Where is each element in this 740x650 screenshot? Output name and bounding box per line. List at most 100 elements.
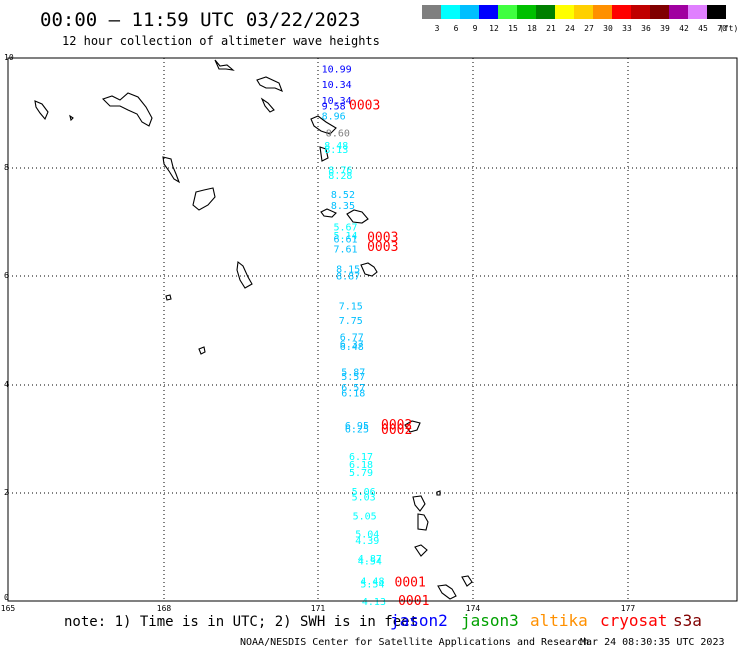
legend-bin-label: 30 [603, 24, 613, 33]
wave-height-value: 10.34 [322, 96, 352, 107]
island-outline [360, 262, 378, 277]
legend-bin-label: 18 [527, 24, 537, 33]
island-outline [461, 575, 473, 587]
legend-bin-label: 70 [717, 24, 727, 33]
island-outline [236, 260, 253, 289]
legend-unit-label: (ft) [719, 24, 738, 33]
lon-tick-label: 165 [1, 604, 16, 613]
legend-swatch [441, 5, 460, 19]
map-subtitle: 12 hour collection of altimeter wave hei… [62, 34, 380, 48]
wave-height-value: 6.57 [341, 383, 365, 394]
lon-tick-label: 174 [466, 604, 481, 613]
legend-swatch [574, 5, 593, 19]
pass-time-label: 0002 [381, 418, 412, 433]
pass-time-label: 0003 [367, 240, 398, 255]
island-outline [165, 294, 172, 301]
wave-height-value: 8.52 [331, 190, 355, 201]
legend-bin-label: 39 [660, 24, 670, 33]
island-outline [404, 420, 421, 433]
legend-swatch [498, 5, 517, 19]
legend-swatch [688, 5, 707, 19]
wave-height-value: 6.48 [340, 342, 364, 353]
wave-height-observations: 10.9910.3410.349.588.968.608.488.138.768… [322, 65, 386, 608]
longitude-axis: 165 168 171 174 177 [1, 604, 636, 613]
wave-height-value: 5.05 [353, 512, 377, 523]
wave-height-value: 5.79 [349, 468, 373, 479]
wave-height-value: 5.14 [334, 231, 358, 242]
map-title: 00:00 – 11:59 UTC 03/22/2023 [40, 9, 360, 31]
legend-swatch [669, 5, 688, 19]
wave-height-value: 4.13 [362, 597, 386, 608]
wave-height-value: 5.87 [341, 368, 365, 379]
legend-swatch [460, 5, 479, 19]
island-outline [320, 208, 337, 218]
legend-swatch [631, 5, 650, 19]
wave-height-value: 8.48 [324, 141, 348, 152]
island-outline [69, 114, 74, 122]
legend-bin-label: 6 [454, 24, 459, 33]
wave-height-value: 8.15 [336, 265, 360, 276]
lon-tick-label: 171 [311, 604, 326, 613]
legend-bin-label: 15 [508, 24, 518, 33]
legend-bin-label: 33 [622, 24, 632, 33]
lat-tick-label: 10 [4, 53, 14, 62]
wave-height-value: 4.54 [358, 557, 382, 568]
wave-height-value: 8.87 [336, 272, 360, 283]
wave-height-value: 5.06 [352, 487, 376, 498]
legend-swatch [555, 5, 574, 19]
legend-bin-label: 27 [584, 24, 594, 33]
wave-height-value: 4.48 [360, 577, 384, 588]
lon-tick-label: 177 [621, 604, 636, 613]
satellite-label-jason3: jason3 [461, 611, 519, 630]
pass-time-label: 0002 [381, 423, 412, 438]
satellite-legend: jason2 jason3 altika cryosat s3a [390, 611, 702, 630]
legend-swatch [612, 5, 631, 19]
satellite-label-cryosat: cryosat [600, 611, 667, 630]
wave-height-value: 7.15 [339, 301, 363, 312]
legend-swatch [650, 5, 669, 19]
island-coastlines [34, 59, 473, 600]
island-outline [412, 495, 426, 512]
wave-height-value: 5.67 [334, 223, 358, 234]
color-legend: 3 6 9 12 15 18 21 24 27 30 33 36 39 42 45 70(ft) [422, 5, 738, 33]
wave-height-value: 10.99 [322, 65, 352, 76]
lon-tick-label: 168 [157, 604, 172, 613]
island-outline [198, 346, 206, 355]
footer-note: note: 1) Time is in UTC; 2) SWH is in fe… [64, 614, 418, 630]
satellite-label-s3a: s3a [673, 611, 702, 630]
wave-height-value: 6.18 [349, 460, 373, 471]
island-outline [192, 187, 216, 211]
map-background [8, 58, 737, 601]
legend-bin-label: 21 [546, 24, 556, 33]
island-outline [162, 156, 181, 184]
pass-time-label: 0003 [367, 231, 398, 246]
wave-height-value: 6.25 [345, 425, 369, 436]
legend-bin-label: 9 [473, 24, 478, 33]
satellite-label-jason2: jason2 [390, 611, 448, 630]
island-outline [214, 59, 235, 71]
legend-bin-label: 3 [435, 24, 440, 33]
island-outline [436, 490, 441, 496]
wave-height-value: 5.03 [352, 493, 376, 504]
lat-tick-label: 2 [4, 488, 9, 497]
wave-height-value: 6.37 [340, 339, 364, 350]
legend-swatch [517, 5, 536, 19]
island-outline [260, 97, 275, 113]
island-outline [437, 584, 457, 600]
wave-height-value: 4.39 [355, 536, 379, 547]
island-outline [256, 76, 283, 93]
map-frame [7, 57, 738, 602]
wave-height-value: 6.61 [334, 235, 358, 246]
wave-height-value: 6.17 [349, 452, 373, 463]
wave-height-value: 4.87 [358, 554, 382, 565]
legend-bin-label: 12 [489, 24, 499, 33]
island-outline [34, 100, 49, 121]
wave-height-value: 10.34 [322, 80, 352, 91]
wave-height-value: 8.28 [328, 171, 352, 182]
wave-height-value: 8.96 [322, 111, 346, 122]
island-outline [346, 209, 369, 224]
wave-height-value: 9.58 [322, 102, 346, 113]
legend-swatch [422, 5, 441, 19]
pass-time-label: 0003 [349, 99, 380, 114]
